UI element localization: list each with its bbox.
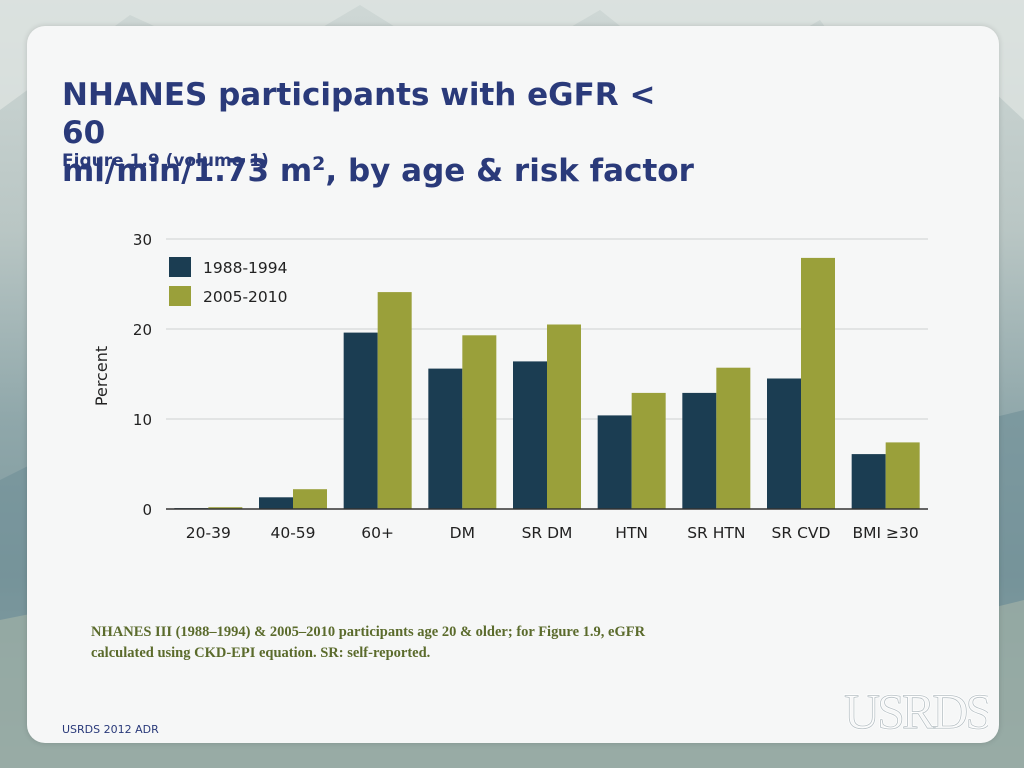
y-tick-label: 0 bbox=[142, 501, 152, 519]
legend-label-1: 1988-1994 bbox=[203, 259, 288, 277]
title-line2-pre: ml/min/1.73 m bbox=[62, 153, 313, 189]
bar-series1-4 bbox=[513, 361, 547, 509]
title-line2-post: , by age & risk factor bbox=[325, 153, 694, 189]
bar-series1-7 bbox=[767, 378, 801, 509]
figure-subtitle: Figure 1.9 (volume 1) bbox=[62, 151, 269, 171]
y-axis-label: Percent bbox=[92, 346, 111, 406]
bar-series2-2 bbox=[377, 292, 412, 509]
footnote-line2: calculated using CKD-EPI equation. SR: s… bbox=[91, 645, 431, 661]
footer-source: USRDS 2012 ADR bbox=[62, 723, 159, 736]
bar-series2-6 bbox=[716, 367, 751, 509]
y-tick-label: 20 bbox=[133, 321, 152, 339]
svg-text:USRDS: USRDS bbox=[844, 683, 988, 739]
x-tick-label: HTN bbox=[615, 524, 648, 542]
x-tick-label: SR CVD bbox=[772, 524, 831, 542]
bar-series1-6 bbox=[682, 392, 717, 509]
logo-text: USRDS bbox=[844, 683, 988, 739]
slide-title: NHANES participants with eGFR < 60 ml/min… bbox=[62, 76, 702, 190]
footnote: NHANES III (1988–1994) & 2005–2010 parti… bbox=[91, 622, 781, 664]
bar-series1-1 bbox=[259, 497, 293, 509]
title-superscript: 2 bbox=[312, 153, 326, 175]
bar-series1-2 bbox=[343, 332, 378, 509]
bar-series1-3 bbox=[428, 368, 463, 509]
legend-swatch-1 bbox=[169, 257, 191, 277]
bar-series2-8 bbox=[885, 442, 920, 509]
y-tick-label: 30 bbox=[133, 231, 152, 249]
bar-series2-3 bbox=[462, 335, 497, 509]
legend-swatch-2 bbox=[169, 286, 191, 306]
bar-series2-1 bbox=[293, 489, 327, 509]
x-tick-label: 40-59 bbox=[270, 524, 315, 542]
y-tick-label: 10 bbox=[133, 411, 152, 429]
bar-series2-5 bbox=[631, 392, 666, 509]
bar-series2-4 bbox=[547, 324, 581, 509]
x-tick-label: SR DM bbox=[522, 524, 573, 542]
title-line1: NHANES participants with eGFR < 60 bbox=[62, 77, 656, 151]
x-tick-label: 20-39 bbox=[186, 524, 231, 542]
x-tick-label: 60+ bbox=[361, 524, 394, 542]
footnote-line1: NHANES III (1988–1994) & 2005–2010 parti… bbox=[91, 624, 646, 640]
bar-chart: 0 10 20 30 Percent 20-39 40-59 60+ DM SR DM HTN SR … bbox=[92, 231, 928, 542]
bar-series2-7 bbox=[801, 257, 835, 509]
x-tick-label: BMI ≥30 bbox=[853, 524, 919, 542]
x-tick-label: DM bbox=[450, 524, 475, 542]
bar-series2-0 bbox=[208, 507, 243, 509]
usrds-logo: USRDS USRDS bbox=[843, 682, 988, 740]
bar-series1-5 bbox=[597, 415, 632, 509]
bar-series1-8 bbox=[851, 454, 886, 509]
legend-label-2: 2005-2010 bbox=[203, 288, 288, 306]
x-tick-label: SR HTN bbox=[687, 524, 745, 542]
